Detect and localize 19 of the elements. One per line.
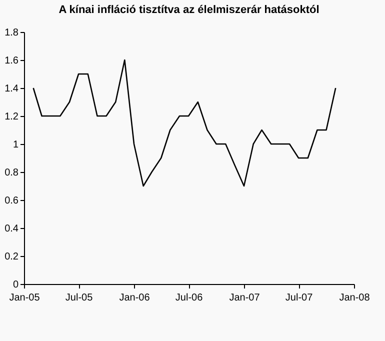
x-tick-label: Jul-06 (175, 292, 204, 304)
y-tick-label: 1.4 (4, 84, 19, 94)
y-tick-label: 0.6 (4, 196, 19, 206)
chart-title: A kínai infláció tisztítva az élelmiszerár hatásoktól (58, 4, 320, 16)
y-tick-label: 0.2 (4, 252, 19, 262)
x-tick-label: Jul-07 (285, 292, 314, 304)
line-series (32, 59, 336, 187)
x-tick-label: Jan-06 (119, 292, 150, 304)
y-tick-label: 1.8 (4, 28, 19, 38)
y-tick-label: 1 (12, 140, 19, 150)
y-tick-label: 1.2 (4, 112, 19, 122)
y-tick-label: 0.4 (4, 224, 19, 234)
y-tick-label: 0.8 (4, 168, 19, 178)
x-tick-label: Jan-07 (229, 292, 260, 304)
y-tick-label: 0 (12, 280, 19, 290)
x-tick-label: Jul-05 (65, 292, 94, 304)
x-tick-label: Jan-05 (9, 292, 40, 304)
x-tick-label: Jan-08 (339, 292, 370, 304)
y-tick-label: 1.6 (4, 56, 19, 66)
